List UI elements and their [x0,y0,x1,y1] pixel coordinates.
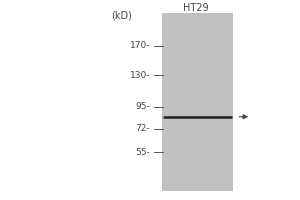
Text: HT29: HT29 [183,3,209,13]
Bar [162,13,233,191]
Text: 55-: 55- [135,148,150,157]
Text: 130-: 130- [130,71,150,80]
Text: 72-: 72- [135,124,150,133]
Text: 95-: 95- [135,102,150,111]
Text: (kD): (kD) [111,10,132,20]
Text: 170-: 170- [130,41,150,50]
